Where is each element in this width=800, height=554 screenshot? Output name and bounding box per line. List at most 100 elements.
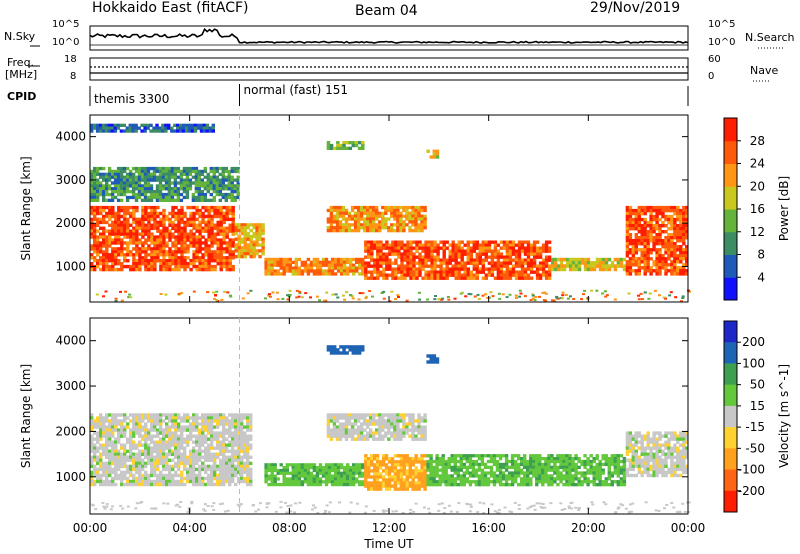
- heatmap-cell: [406, 264, 410, 268]
- heatmap-cell: [208, 129, 213, 133]
- heatmap-cell: [140, 172, 145, 176]
- heatmap-cell: [189, 473, 193, 478]
- heatmap-cell: [203, 175, 207, 179]
- heatmap-cell: [634, 272, 638, 276]
- heatmap-cell: [189, 217, 193, 222]
- heatmap-cell: [508, 252, 513, 256]
- ground-scatter-cell: [127, 296, 131, 299]
- heatmap-cell: [123, 419, 127, 423]
- heatmap-cell: [355, 466, 359, 470]
- heatmap-cell: [198, 214, 202, 219]
- heatmap-cell: [637, 239, 641, 243]
- heatmap-cell: [457, 270, 461, 274]
- heatmap-cell: [363, 217, 367, 221]
- heatmap-cell: [441, 465, 445, 469]
- heatmap-cell: [451, 264, 455, 268]
- heatmap-cell: [126, 211, 130, 216]
- heatmap-cell: [430, 270, 434, 274]
- heatmap-cell: [105, 437, 109, 441]
- heatmap-cell: [228, 473, 232, 478]
- heatmap-cell: [126, 232, 130, 236]
- ground-scatter-cell: [264, 297, 267, 300]
- heatmap-cell: [207, 253, 211, 257]
- heatmap-cell: [658, 233, 662, 237]
- heatmap-cell: [634, 236, 638, 240]
- heatmap-cell: [159, 211, 163, 216]
- heatmap-cell: [128, 129, 132, 133]
- heatmap-cell: [297, 257, 301, 262]
- heatmap-cell: [432, 474, 436, 478]
- heatmap-cell: [306, 257, 311, 262]
- heatmap-cell: [144, 464, 148, 469]
- heatmap-cell: [399, 478, 404, 482]
- heatmap-cell: [652, 208, 656, 213]
- heatmap-cell: [90, 449, 94, 453]
- heatmap-cell: [233, 184, 237, 188]
- heatmap-cell: [264, 480, 268, 484]
- heatmap-cell: [207, 205, 211, 210]
- heatmap-cell: [237, 425, 241, 429]
- heatmap-cell: [174, 479, 178, 484]
- heatmap-cell: [243, 431, 247, 435]
- heatmap-cell: [324, 272, 329, 276]
- heatmap-cell: [454, 249, 458, 253]
- heatmap-cell: [249, 437, 253, 441]
- heatmap-cell: [574, 257, 579, 262]
- heatmap-cell: [637, 242, 641, 246]
- heatmap-cell: [517, 243, 522, 247]
- heatmap-cell: [456, 471, 460, 475]
- ground-scatter-cell: [275, 291, 279, 294]
- heatmap-cell: [342, 477, 347, 481]
- heatmap-cell: [364, 267, 368, 271]
- heatmap-cell: [460, 276, 464, 280]
- heatmap-cell: [171, 422, 175, 426]
- ground-scatter-cell: [648, 292, 652, 295]
- heatmap-cell: [138, 428, 142, 432]
- heatmap-cell: [649, 266, 653, 270]
- heatmap-cell: [141, 235, 145, 239]
- heatmap-cell: [113, 169, 118, 174]
- heatmap-cell: [114, 482, 118, 487]
- heatmap-cell: [547, 264, 552, 268]
- heatmap-cell: [196, 123, 201, 127]
- heatmap-cell: [219, 253, 223, 257]
- heatmap-cell: [270, 471, 274, 475]
- heatmap-cell: [141, 259, 145, 263]
- heatmap-cell: [189, 214, 193, 219]
- heatmap-cell: [216, 253, 220, 257]
- heatmap-cell: [158, 187, 163, 191]
- heatmap-cell: [444, 480, 448, 484]
- heatmap-cell: [315, 266, 320, 270]
- heatmap-cell: [267, 269, 271, 273]
- heatmap-cell: [505, 258, 510, 262]
- heatmap-cell: [159, 482, 163, 487]
- heatmap-cell: [93, 467, 97, 472]
- heatmap-cell: [643, 230, 647, 234]
- ground-scatter-cell: [446, 296, 450, 298]
- heatmap-cell: [99, 175, 103, 179]
- heatmap-cell: [156, 413, 160, 417]
- heatmap-cell: [192, 238, 196, 242]
- heatmap-cell: [117, 232, 121, 236]
- heatmap-cell: [658, 224, 662, 228]
- heatmap-cell: [180, 443, 184, 447]
- heatmap-cell: [225, 235, 229, 239]
- heatmap-cell: [366, 223, 370, 227]
- heatmap-cell: [141, 482, 145, 487]
- heatmap-cell: [433, 258, 437, 262]
- heatmap-cell: [514, 273, 519, 277]
- heatmap-cell: [583, 267, 588, 272]
- heatmap-cell: [472, 246, 476, 250]
- heatmap-cell: [216, 473, 220, 478]
- heatmap-cell: [381, 460, 386, 464]
- heatmap-cell: [177, 440, 181, 444]
- heatmap-cell: [144, 226, 148, 230]
- heatmap-cell: [156, 241, 160, 245]
- heatmap-cell: [150, 238, 154, 242]
- heatmap-cell: [423, 226, 427, 230]
- heatmap-cell: [138, 452, 142, 456]
- heatmap-cell: [426, 480, 430, 484]
- heatmap-cell: [303, 468, 308, 473]
- heatmap-cell: [375, 217, 379, 221]
- heatmap-cell: [135, 479, 139, 484]
